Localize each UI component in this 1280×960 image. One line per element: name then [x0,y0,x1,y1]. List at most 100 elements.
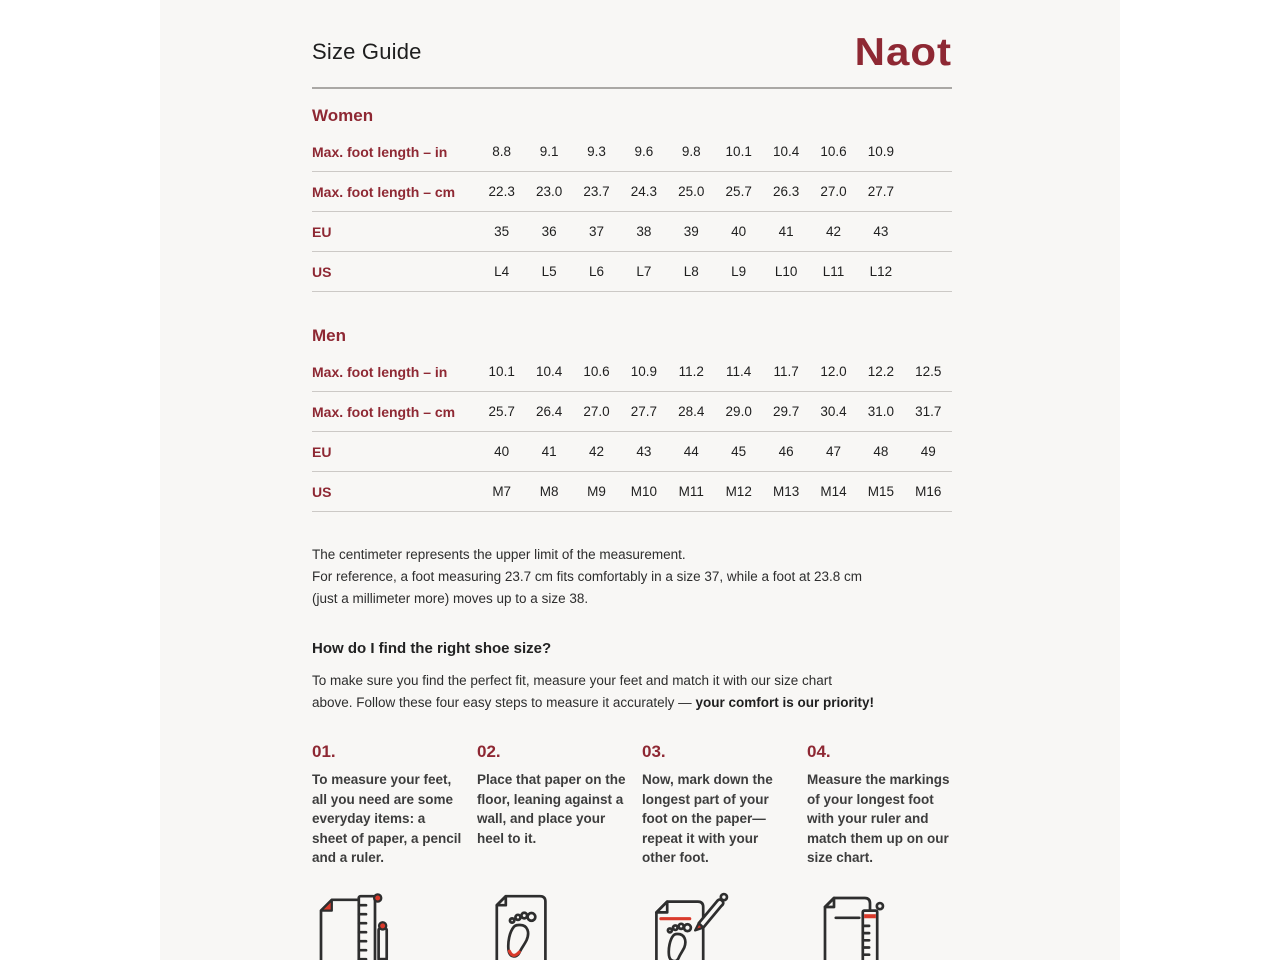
size-value: L6 [588,264,604,279]
women-section-title: Women [312,106,374,125]
size-guide-sheet: Size Guide Naot Women Max. foot length –… [160,0,1120,960]
size-value: M10 [630,484,658,499]
size-value: 10.1 [725,144,752,159]
size-value: 9.1 [539,144,559,159]
measurement-note: The centimeter represents the upper limi… [312,544,952,610]
size-value: M8 [539,484,559,499]
size-value: 42 [825,224,841,239]
step-icons-row [312,888,952,960]
size-value: 10.9 [630,364,658,379]
step-text: Place that paper on the floor, leaning a… [477,772,626,846]
size-value: 40 [731,224,747,239]
size-value: 23.7 [583,184,610,199]
step-number: 01. [312,742,336,761]
paper-ruler-pencil-icon [319,892,389,960]
size-value: L10 [774,264,798,279]
row-label: Max. foot length – in [312,143,448,160]
size-value: 43 [873,224,889,239]
step-number: 03. [642,742,666,761]
row-label: EU [312,223,332,240]
size-value: L8 [683,264,699,279]
table-row-women-us: US L4 L5 L6 L7 L8 L9 L10 L11 L12 [312,252,952,292]
size-value: 9.6 [634,144,654,159]
size-value: 29.7 [772,404,800,419]
how-to-heading: How do I find the right shoe size? [312,640,552,657]
size-value: 29.0 [725,404,752,419]
size-value: 8.8 [492,144,512,159]
step-3: 03. Now, mark down the longest part of y… [642,742,807,868]
size-value: 9.3 [587,144,606,159]
step-number: 02. [477,742,501,761]
step-text: Measure the markings of your longest foo… [807,772,950,865]
size-value: L5 [541,264,557,279]
step-number: 04. [807,742,831,761]
size-value: 39 [683,224,699,239]
page-title: Size Guide [312,39,422,64]
naot-logo: Naot [854,29,952,74]
size-value: 30.4 [820,404,847,419]
size-value: 10.1 [488,364,515,379]
size-value: 46 [778,444,794,459]
size-value: M7 [492,484,512,499]
size-value: 22.3 [488,184,515,199]
size-value: 26.4 [535,404,563,419]
step-1: 01. To measure your feet, all you need a… [312,742,477,868]
paper-heel-floor-icon [495,894,547,960]
intro-bold-phrase: your comfort is our priority! [695,695,874,710]
size-value: 12.0 [820,364,847,379]
size-value: 31.0 [867,404,895,419]
intro-line: above. Follow these four easy steps to m… [312,695,874,710]
size-value: 48 [873,444,889,459]
steps-row: 01. To measure your feet, all you need a… [312,742,952,868]
note-line: The centimeter represents the upper limi… [312,547,686,562]
row-label: EU [312,443,332,460]
row-label: Max. foot length – cm [312,183,456,200]
size-value: L7 [636,264,652,279]
row-label: US [312,483,332,500]
header-divider [312,87,952,89]
size-value: 42 [588,444,604,459]
size-value: 44 [683,444,699,459]
size-value: 40 [494,444,510,459]
step-text: Now, mark down the longest part of your … [642,772,773,865]
row-label: US [312,263,332,280]
size-value: M9 [587,484,606,499]
size-value: 10.6 [583,364,610,379]
size-value: 23.0 [535,184,563,199]
size-value: M15 [867,484,895,499]
size-value: 37 [588,224,604,239]
step-2: 02. Place that paper on the floor, leani… [477,742,642,868]
how-to-intro: To make sure you find the perfect fit, m… [312,670,952,714]
size-value: 27.0 [583,404,610,419]
size-value: 27.0 [820,184,847,199]
size-value: 36 [541,224,557,239]
size-value: L12 [869,264,893,279]
size-value: 12.2 [867,364,895,379]
size-value: 38 [636,224,652,239]
size-value: 41 [778,224,794,239]
table-row-men-us: US M7 M8 M9 M10 M11 M12 M13 M14 M15 M16 [312,472,952,512]
size-value: L9 [731,264,747,279]
size-value: M13 [772,484,800,499]
size-value: 31.7 [915,404,942,419]
size-value: 25.7 [488,404,515,419]
size-value: 45 [731,444,747,459]
size-value: 10.4 [535,364,563,379]
note-line: (just a millimeter more) moves up to a s… [312,591,589,606]
paper-footprint-pencil-icon [655,892,729,960]
size-value: L11 [822,264,845,279]
size-value: 47 [825,444,841,459]
step-text: To measure your feet, all you need are s… [312,772,462,865]
row-label: Max. foot length – cm [312,403,456,420]
size-value: 10.6 [820,144,847,159]
size-value: M11 [678,484,704,499]
table-row-men-cm: Max. foot length – cm 25.7 26.4 27.0 27.7 28… [312,392,952,432]
paper-ruler-match-icon [823,896,885,960]
size-value: 25.0 [678,184,705,199]
table-row-men-eu: EU 40 41 42 43 44 45 46 47 48 49 [312,432,952,472]
size-value: 26.3 [772,184,800,199]
table-row-women-eu: EU 35 36 37 38 39 40 41 42 43 [312,212,952,252]
size-value: 11.4 [726,364,752,379]
size-value: 12.5 [915,364,942,379]
